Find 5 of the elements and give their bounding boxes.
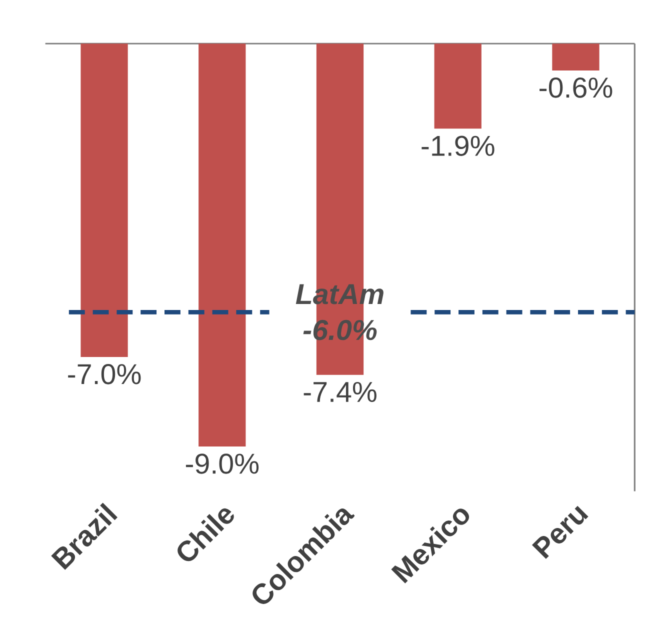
- data-label: -9.0%: [186, 454, 259, 474]
- data-label: -1.9%: [422, 136, 494, 156]
- data-label: -0.6%: [540, 78, 612, 98]
- data-label: -7.4%: [304, 382, 376, 402]
- data-label: -7.0%: [68, 364, 141, 384]
